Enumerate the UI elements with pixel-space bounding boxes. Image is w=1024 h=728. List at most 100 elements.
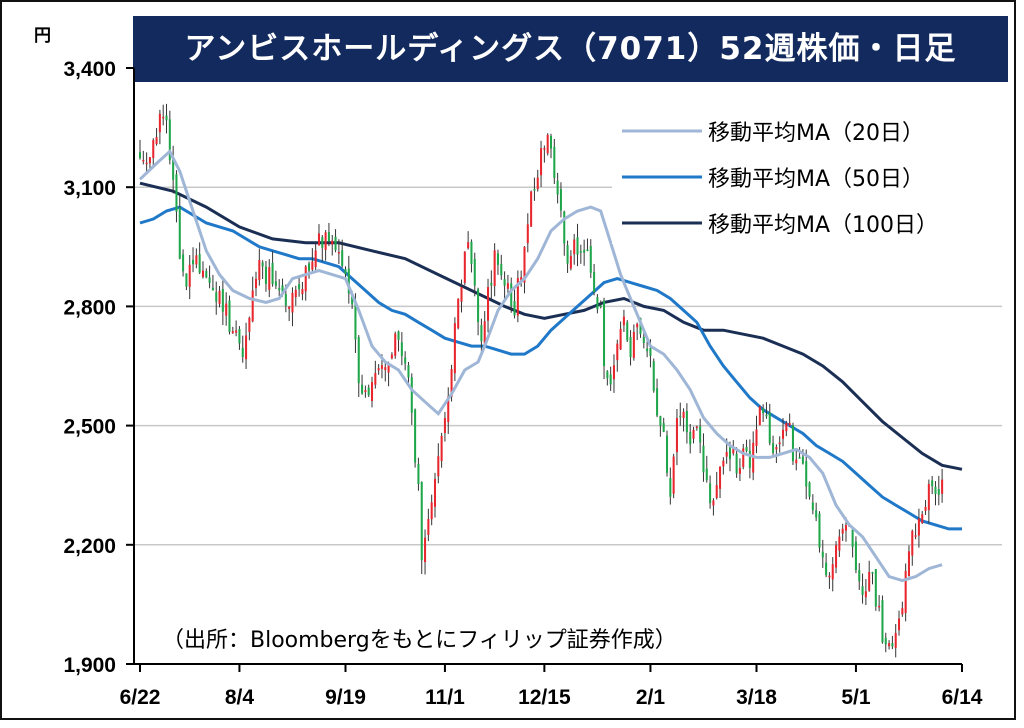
legend-label-ma100: 移動平均MA（100日） — [708, 213, 938, 238]
candle-down — [281, 285, 284, 293]
candle-up — [450, 369, 453, 397]
candle-down — [168, 119, 171, 161]
candle-down — [211, 287, 214, 291]
candle-down — [503, 279, 506, 286]
candle-down — [238, 329, 241, 344]
x-tick-label: 6/22 — [120, 686, 161, 709]
candle-up — [317, 233, 321, 246]
x-tick-label: 12/15 — [518, 686, 571, 709]
candle-up — [904, 570, 907, 614]
y-tick-label: 2,800 — [63, 296, 116, 319]
candle-down — [480, 325, 483, 342]
candle-down — [871, 572, 874, 574]
candle-up — [738, 468, 741, 474]
axes — [133, 68, 962, 665]
candle-down — [821, 551, 824, 558]
candle-down — [278, 287, 281, 291]
candle-down — [881, 600, 884, 643]
candle-down — [702, 445, 705, 473]
candle-up — [901, 608, 904, 615]
candle-up — [324, 232, 327, 250]
candle-down — [351, 296, 354, 305]
candle-up — [314, 250, 317, 267]
candle-down — [410, 377, 413, 413]
candle-down — [662, 423, 665, 432]
candle-up — [427, 518, 430, 535]
candle-down — [583, 249, 586, 253]
y-tick-label: 2,500 — [63, 416, 116, 439]
candle-down — [172, 158, 175, 180]
candle-down — [609, 374, 612, 385]
candle-down — [825, 562, 828, 576]
candle-down — [791, 425, 794, 462]
candle-up — [917, 518, 920, 536]
candle-up — [788, 422, 791, 426]
candle-down — [705, 468, 708, 481]
candle-up — [907, 551, 910, 576]
candle-down — [858, 569, 861, 582]
candle-up — [231, 331, 234, 334]
candle-up — [301, 288, 304, 295]
candle-up — [712, 500, 715, 506]
candle-down — [728, 447, 732, 460]
candle-up — [304, 266, 307, 292]
y-tick-labels: 3,400 3,100 2,800 2,500 2,200 1,900 — [63, 58, 116, 677]
candle-up — [506, 283, 509, 289]
candle-down — [934, 486, 937, 495]
candle-up — [394, 333, 397, 356]
candle-up — [483, 321, 486, 344]
candle-up — [437, 456, 440, 477]
candle-down — [178, 207, 181, 259]
candle-down — [513, 301, 516, 316]
candle-down — [815, 510, 818, 518]
candle-up — [380, 365, 383, 369]
candle-down — [884, 637, 887, 645]
candle-down — [553, 146, 556, 179]
candle-up — [248, 317, 251, 332]
x-tick-labels: 6/22 8/4 9/19 11/1 12/15 2/1 3/18 5/1 6/14 — [120, 664, 983, 709]
candle-up — [543, 148, 546, 150]
chart-title: アンビスホールディングス（7071）52週株価・日足 — [133, 16, 1008, 82]
candle-down — [765, 414, 768, 417]
candle-up — [145, 162, 148, 165]
legend-label-ma50: 移動平均MA（50日） — [708, 167, 924, 192]
candle-up — [672, 456, 675, 494]
candle-up — [377, 368, 380, 371]
candle-up — [337, 251, 340, 254]
candle-up — [245, 335, 248, 360]
x-tick-label: 6/14 — [942, 686, 983, 709]
candle-down — [745, 447, 748, 452]
candle-down — [748, 450, 751, 468]
candle-up — [384, 367, 387, 371]
candle-up — [841, 528, 844, 534]
candle-up — [755, 429, 758, 446]
candle-up — [569, 255, 572, 269]
candle-up — [364, 390, 367, 393]
candle-up — [447, 396, 450, 423]
candle-down — [473, 259, 476, 286]
candle-down — [652, 361, 655, 391]
candle-down — [818, 513, 821, 548]
candle-up — [148, 157, 151, 164]
candle-down — [642, 336, 645, 344]
candle-down — [327, 232, 330, 242]
candle-up — [254, 278, 258, 289]
candle-down — [669, 477, 672, 497]
candle-up — [268, 267, 271, 290]
candle-up — [894, 632, 897, 648]
candle-down — [321, 237, 324, 248]
candle-down — [599, 305, 602, 308]
candle-down — [271, 262, 274, 285]
x-tick-label: 5/1 — [841, 686, 871, 709]
candle-down — [937, 489, 940, 495]
candle-down — [699, 426, 702, 443]
candle-down — [772, 443, 775, 453]
candle-down — [768, 412, 771, 444]
candle-down — [626, 322, 629, 341]
candle-down — [735, 453, 738, 474]
candle-down — [629, 336, 632, 358]
candle-down — [685, 411, 688, 433]
candle-up — [440, 435, 443, 462]
candle-down — [347, 268, 350, 294]
candle-down — [603, 300, 606, 367]
